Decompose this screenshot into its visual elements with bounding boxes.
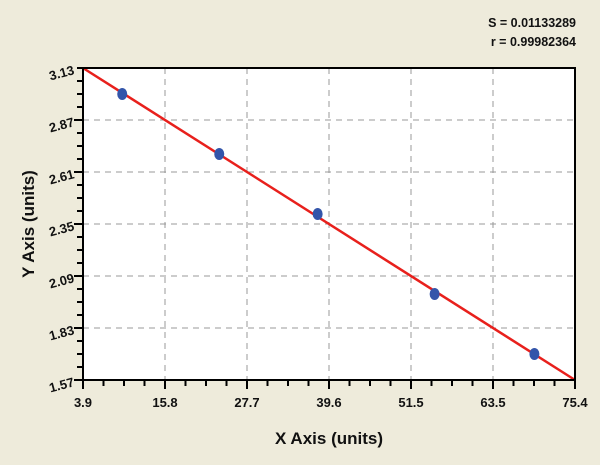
data-point (312, 208, 323, 220)
y-tick-label: 2.35 (47, 218, 75, 239)
x-tick-label: 75.4 (562, 395, 588, 410)
y-tick-label: 1.83 (47, 322, 75, 343)
x-tick-label: 27.7 (234, 395, 259, 410)
y-tick-label: 3.13 (47, 62, 75, 83)
fit-line (82, 66, 576, 382)
x-tick-label: 3.9 (74, 395, 92, 410)
plot-frame (82, 67, 576, 381)
x-tick-label: 63.5 (480, 395, 505, 410)
annotation-s: S = 0.01133289 (488, 16, 576, 30)
x-tick-labels: 3.9 15.8 27.7 39.6 51.5 63.5 75.4 (74, 395, 588, 410)
y-tick-label: 1.57 (47, 374, 75, 395)
y-axis-label: Y Axis (units) (19, 170, 38, 278)
y-tick-label: 2.09 (47, 270, 75, 291)
y-tick-labels: 1.57 1.83 2.09 2.35 2.61 2.87 3.13 (47, 62, 75, 395)
x-tick-label: 39.6 (316, 395, 341, 410)
x-tick-label: 51.5 (398, 395, 423, 410)
y-tick-label: 2.87 (47, 114, 75, 135)
data-point (117, 88, 128, 100)
data-point (214, 148, 225, 160)
data-point (529, 348, 540, 360)
y-tick-label: 2.61 (47, 166, 75, 187)
x-axis-label: X Axis (units) (275, 429, 383, 448)
annotation-r: r = 0.99982364 (491, 35, 576, 49)
data-points (117, 88, 540, 360)
x-tick-label: 15.8 (152, 395, 177, 410)
data-point (429, 288, 440, 300)
